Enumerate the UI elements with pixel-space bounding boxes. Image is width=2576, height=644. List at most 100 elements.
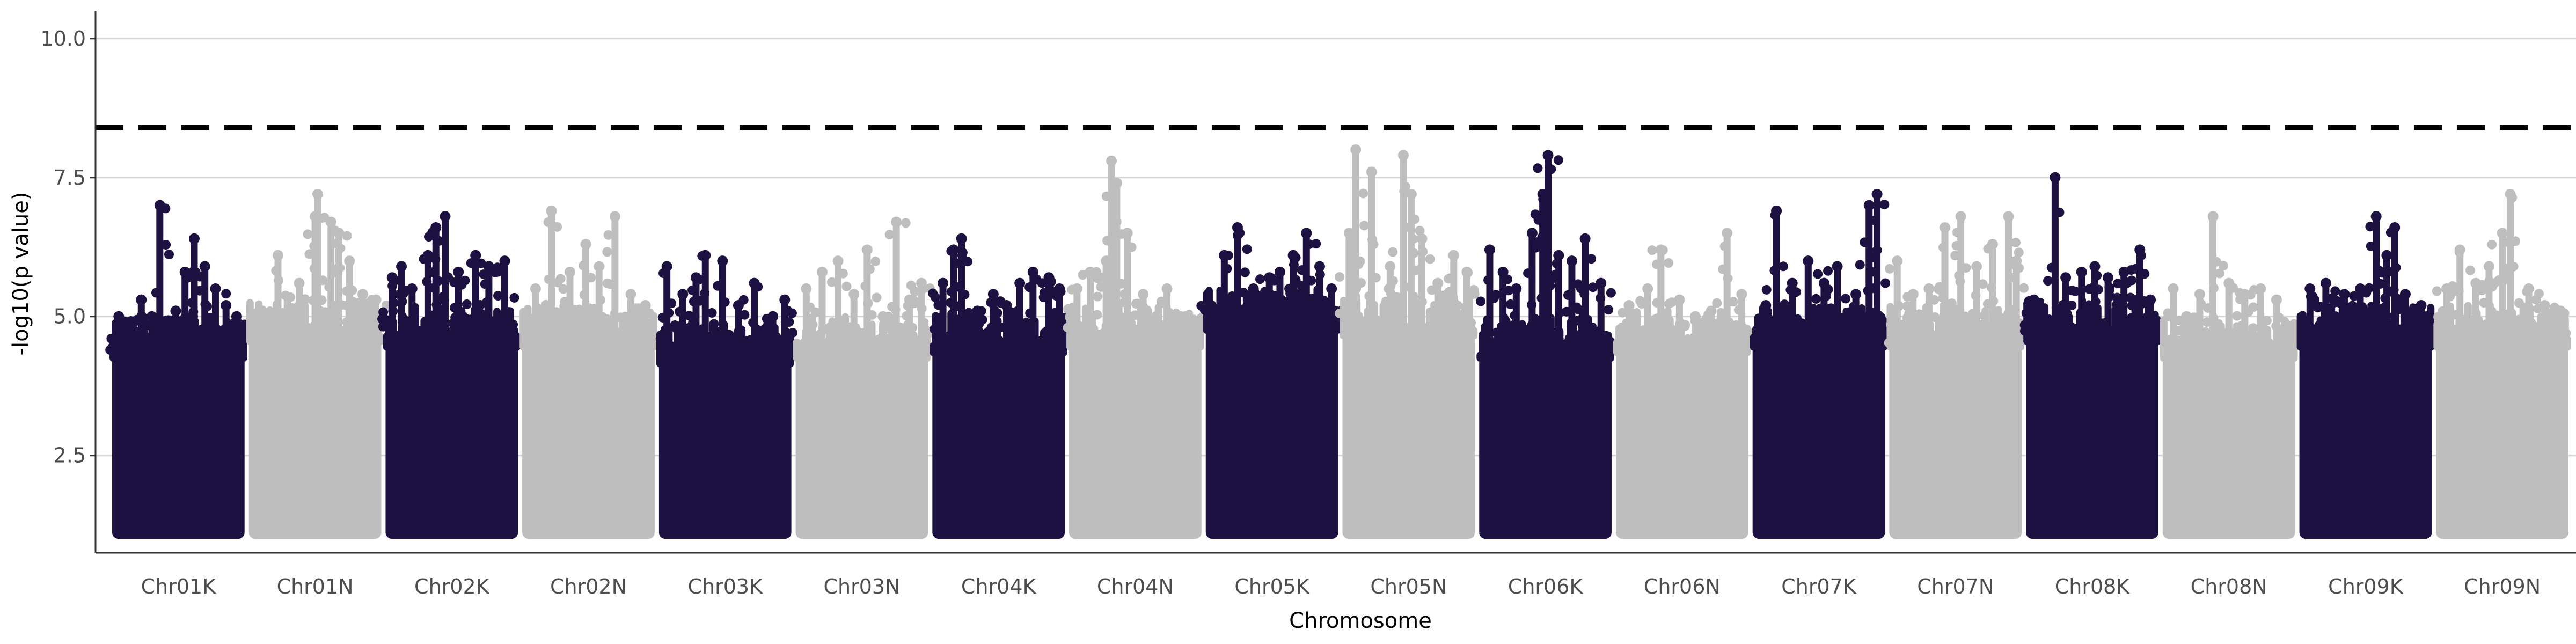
point: [1652, 298, 1662, 308]
point: [1811, 294, 1821, 304]
point: [1476, 296, 1486, 306]
point: [1668, 340, 1678, 350]
point: [906, 280, 916, 290]
point: [2174, 316, 2184, 326]
point: [2202, 317, 2212, 327]
point: [1169, 324, 1179, 334]
point: [586, 273, 596, 283]
x-tick-label: Chr02K: [414, 575, 490, 598]
point: [2008, 304, 2018, 314]
point: [273, 250, 284, 261]
point: [546, 205, 557, 216]
point: [1902, 291, 1913, 302]
point: [2060, 272, 2072, 283]
point: [782, 305, 793, 316]
point: [1689, 332, 1700, 342]
point: [891, 216, 902, 228]
point: [2054, 207, 2065, 217]
point: [555, 274, 566, 284]
point: [2003, 211, 2014, 222]
point: [1240, 267, 1250, 277]
point: [2189, 312, 2199, 323]
point: [1591, 340, 1601, 350]
point: [967, 338, 977, 348]
point: [1961, 263, 1971, 273]
point: [1046, 276, 1056, 287]
point: [1545, 281, 1555, 291]
point: [698, 347, 708, 357]
point: [1733, 305, 1744, 315]
point: [1326, 283, 1337, 294]
point: [163, 349, 173, 360]
point: [1586, 254, 1597, 264]
point: [1031, 341, 1041, 352]
point: [482, 297, 492, 307]
point: [1766, 326, 1776, 336]
point: [541, 299, 551, 310]
point: [938, 277, 949, 289]
point: [1408, 234, 1418, 244]
y-tick-label: 2.5: [54, 444, 86, 467]
point: [1922, 303, 1932, 313]
point: [2392, 339, 2403, 349]
point: [357, 289, 368, 300]
point: [816, 266, 828, 277]
x-tick-label: Chr05N: [1370, 575, 1447, 598]
point: [170, 305, 181, 317]
point: [1946, 298, 1957, 309]
point: [1770, 210, 1780, 221]
series-Chr06K: [1476, 150, 1616, 539]
point: [1106, 259, 1116, 269]
point: [677, 289, 689, 300]
point: [422, 276, 432, 287]
point: [1841, 294, 1851, 304]
series-Chr06N: [1613, 228, 1755, 539]
point: [716, 341, 726, 351]
point: [1651, 259, 1662, 269]
point: [1971, 290, 1981, 301]
point: [1923, 312, 1933, 323]
point: [2312, 324, 2323, 334]
point: [2196, 299, 2206, 309]
point: [1902, 301, 1912, 311]
point: [1144, 335, 1154, 346]
point: [284, 323, 295, 333]
point: [2304, 283, 2316, 294]
point: [449, 303, 459, 313]
point: [449, 277, 459, 288]
point: [231, 321, 241, 332]
point: [1046, 324, 1056, 334]
point: [717, 255, 728, 267]
point: [271, 266, 281, 276]
point: [579, 290, 589, 300]
point: [684, 311, 694, 321]
point: [1101, 191, 1111, 201]
point: [1489, 293, 1499, 303]
point: [1647, 245, 1657, 255]
point: [560, 297, 570, 307]
point: [302, 327, 312, 338]
point: [2441, 322, 2451, 332]
point: [1823, 266, 1833, 276]
point: [255, 321, 265, 332]
point: [439, 295, 449, 305]
point: [118, 341, 128, 351]
point: [1983, 244, 1993, 254]
point: [1381, 297, 1391, 308]
point: [811, 346, 822, 356]
point: [713, 281, 723, 291]
point: [667, 298, 677, 309]
point: [2019, 320, 2030, 330]
point: [2218, 261, 2228, 271]
point: [2377, 268, 2387, 278]
point: [317, 295, 327, 305]
point: [2207, 211, 2219, 222]
point: [877, 331, 888, 341]
point: [602, 247, 612, 257]
point: [543, 217, 553, 228]
dense-points-Chr01N: [248, 339, 382, 539]
point: [918, 283, 928, 294]
point: [431, 299, 442, 310]
point: [191, 267, 201, 277]
point: [1444, 274, 1454, 284]
